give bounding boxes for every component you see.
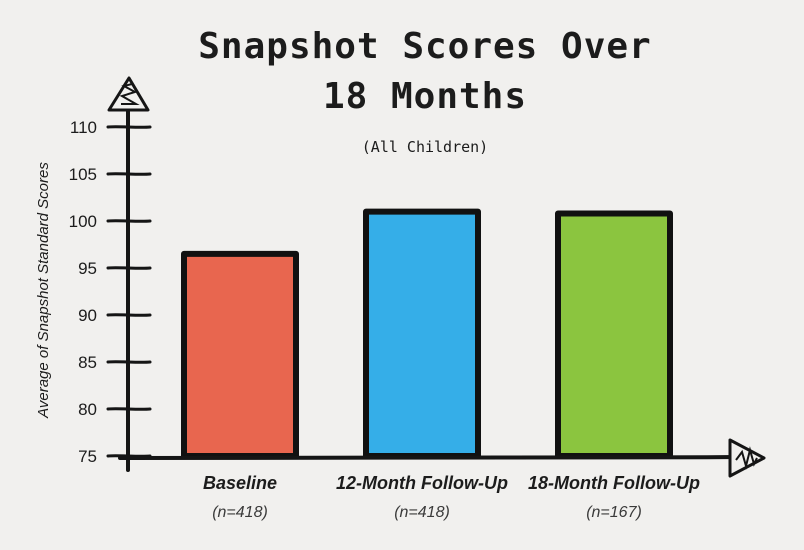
x-category-sample-size: (n=418) <box>212 504 268 521</box>
chart-title-line-2: 18 Months <box>323 76 527 117</box>
y-tick-label: 110 <box>70 118 97 137</box>
chart-subtitle: (All Children) <box>362 138 488 156</box>
bar-3 <box>555 210 673 459</box>
axes <box>107 76 766 478</box>
chart-title-line-1: Snapshot Scores Over <box>198 26 651 67</box>
y-tick-label: 85 <box>78 353 97 372</box>
y-tick-label: 75 <box>78 447 97 466</box>
chart-title: Snapshot Scores Over 18 Months <box>198 26 651 117</box>
x-category-label: 12-Month Follow-Up <box>336 473 508 493</box>
x-category-sample-size: (n=167) <box>586 504 642 521</box>
x-category-sample-size: (n=418) <box>394 504 450 521</box>
x-axis-line <box>118 455 740 460</box>
y-axis-arrow-icon <box>107 76 150 112</box>
y-axis-line <box>125 100 131 472</box>
y-tick-label: 80 <box>78 400 97 419</box>
y-ticks-group: 75 80 85 90 95 100 105 110 <box>69 118 152 466</box>
bar-2 <box>363 208 481 459</box>
y-tick-label: 90 <box>78 306 97 325</box>
bar-1 <box>181 250 299 459</box>
x-category-label: Baseline <box>203 473 277 493</box>
bars-group <box>181 208 673 459</box>
x-category-label: 18-Month Follow-Up <box>528 473 700 493</box>
y-tick-label: 100 <box>69 212 97 231</box>
y-tick-label: 95 <box>78 259 97 278</box>
x-categories-group: Baseline (n=418) 12-Month Follow-Up (n=418)… <box>203 473 700 521</box>
x-axis-arrow-icon <box>728 438 766 478</box>
y-axis-label: Average of Snapshot Standard Scores <box>35 162 52 419</box>
y-tick-label: 105 <box>69 165 97 184</box>
